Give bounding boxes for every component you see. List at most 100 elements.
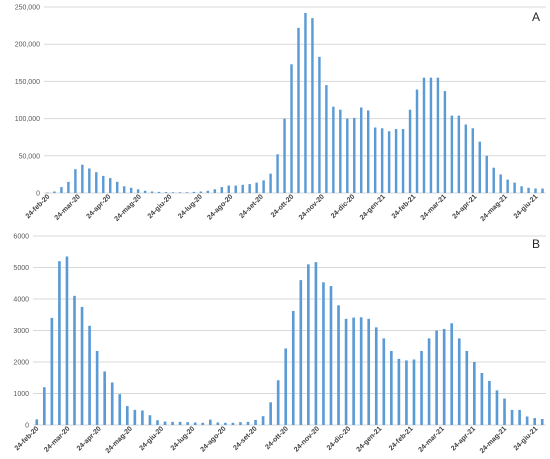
bar (73, 295, 76, 425)
bar (520, 186, 523, 193)
bar (450, 323, 454, 425)
x-tick-label: 24-mag-20 (105, 425, 135, 455)
bar (74, 169, 77, 193)
bar (457, 338, 461, 425)
bar (254, 419, 257, 425)
bar (164, 192, 168, 193)
bar (503, 398, 506, 425)
bar (42, 387, 46, 425)
bar (178, 192, 182, 193)
bar (382, 338, 386, 425)
y-tick-label: 150,000 (15, 79, 40, 86)
x-tick-label: 24-mar-20 (54, 193, 82, 221)
bar (366, 110, 370, 193)
x-tick-label: 24-ott-20 (264, 425, 290, 451)
x-tick-label: 24-mag-21 (479, 193, 509, 223)
y-tick-label: 100,000 (15, 116, 40, 123)
x-tick-label: 24-ott-20 (270, 193, 296, 219)
y-tick-label: 6000 (13, 234, 29, 241)
y-tick-label: 4000 (13, 297, 29, 304)
bar (322, 282, 325, 425)
bar (329, 286, 333, 425)
bar (178, 421, 182, 425)
x-tick-label: 24-giu-20 (147, 193, 174, 220)
bar (429, 77, 433, 193)
bar (234, 185, 237, 193)
bar (525, 416, 529, 425)
bar (390, 350, 393, 425)
bar (53, 191, 56, 193)
bar (397, 358, 401, 425)
bar (401, 129, 405, 193)
x-tick-label: 24-giu-20 (138, 425, 165, 452)
y-tick-label: 250,000 (15, 5, 40, 12)
bar (314, 262, 318, 425)
bar (492, 167, 495, 193)
bar (156, 420, 159, 425)
bar (171, 421, 174, 425)
bar (540, 419, 544, 425)
bar (495, 390, 499, 425)
y-tick-label: 5000 (13, 265, 29, 272)
bar (420, 350, 423, 425)
bar (304, 12, 307, 194)
x-tick-label: 24-gen-21 (359, 193, 387, 221)
bar (533, 418, 537, 425)
bar (325, 85, 328, 193)
bar (88, 168, 91, 193)
bar (103, 371, 106, 425)
panel-letter: B (532, 237, 540, 251)
bar (148, 415, 152, 425)
y-tick-label: 2000 (13, 360, 29, 367)
bar (125, 406, 129, 425)
bar (95, 350, 99, 425)
bar (46, 192, 49, 194)
bar (299, 280, 303, 425)
x-tick-label: 24-apr-21 (450, 425, 477, 452)
bar (208, 419, 212, 425)
bar (283, 118, 286, 193)
bar (115, 181, 119, 193)
bar (109, 178, 112, 193)
bar (374, 327, 378, 425)
bar (67, 181, 70, 193)
x-tick-label: 24-apr-20 (85, 193, 112, 220)
bar (297, 27, 300, 193)
bar (427, 338, 431, 425)
bar (513, 182, 516, 193)
bar (58, 261, 61, 425)
bar (412, 359, 416, 425)
bar (360, 107, 363, 193)
bar (527, 187, 530, 193)
x-tick-label: 24-mag-20 (113, 193, 143, 223)
bar (269, 173, 272, 193)
bar (422, 77, 426, 193)
bar (346, 118, 349, 193)
bar (352, 317, 355, 425)
bar (307, 264, 310, 425)
bar (102, 175, 105, 193)
bar (541, 188, 544, 193)
y-tick-label: 50,000 (19, 153, 41, 160)
bar (534, 188, 537, 193)
bar (291, 310, 295, 425)
panel-a-chart: 0 50,000 100,000 150,000 200,000 250,000 A 24-f… (15, 5, 546, 223)
bar (171, 192, 175, 193)
bar (337, 305, 340, 425)
bar (241, 184, 244, 193)
bar (136, 189, 140, 193)
x-tick-label: 24-ago-20 (199, 425, 227, 453)
bar (353, 117, 356, 193)
x-tick-label: 24-nov-20 (293, 425, 321, 453)
bar (464, 124, 468, 193)
bar (443, 91, 447, 193)
bar (344, 318, 348, 425)
bar (457, 115, 461, 193)
x-tick-label: 24-dic-20 (330, 193, 356, 219)
bar (231, 422, 235, 425)
bar (367, 318, 371, 425)
bar (224, 422, 227, 425)
bar (201, 422, 205, 425)
bar (141, 410, 144, 425)
